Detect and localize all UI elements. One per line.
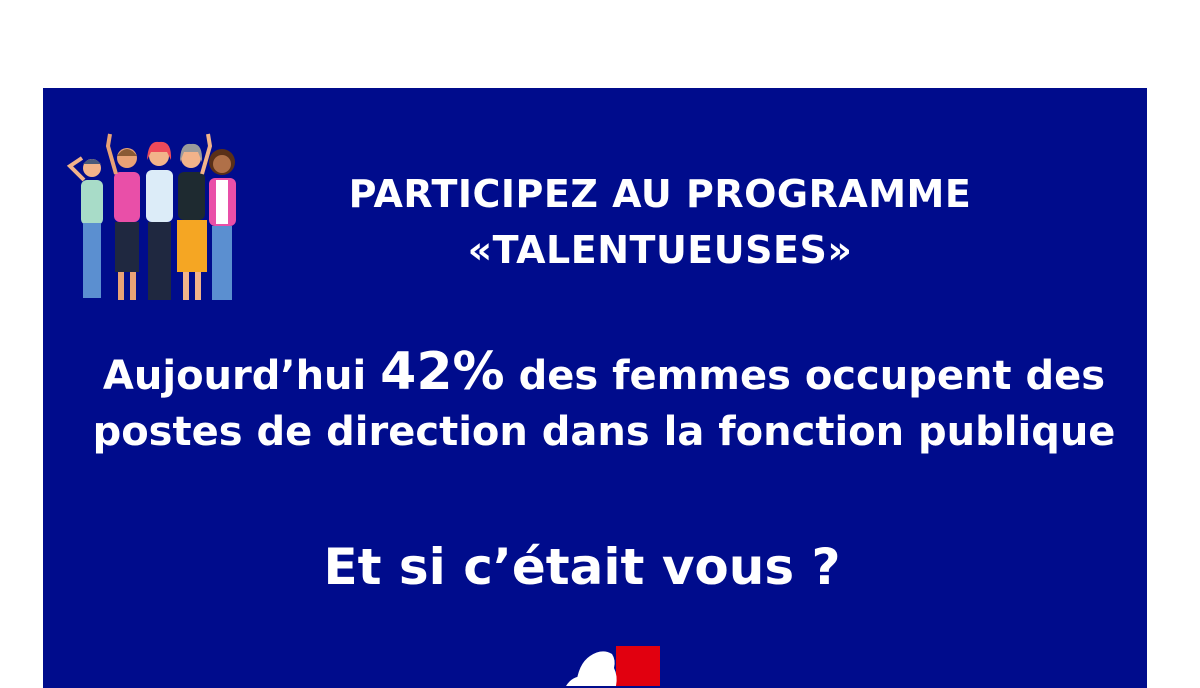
woman-5 xyxy=(209,149,236,300)
title-line-1: PARTICIPEZ AU PROGRAMME xyxy=(348,172,972,216)
woman-2 xyxy=(105,133,140,300)
woman-3 xyxy=(146,141,173,300)
stat-prefix: Aujourd’hui xyxy=(102,353,381,399)
stat-line-1: Aujourd’hui 42% des femmes occupent des xyxy=(4,344,1200,404)
woman-4 xyxy=(177,133,213,300)
statistic-text: Aujourd’hui 42% des femmes occupent des … xyxy=(4,344,1200,460)
marianne-logo xyxy=(532,646,660,686)
call-to-action: Et si c’était vous ? xyxy=(323,538,841,596)
woman-1 xyxy=(66,156,103,298)
stat-suffix: des femmes occupent des xyxy=(504,353,1106,399)
title-line-2: «TALENTUEUSES» xyxy=(467,228,853,272)
stat-value: 42% xyxy=(380,342,505,402)
stat-line-2: postes de direction dans la fonction pub… xyxy=(92,409,1116,455)
program-title: PARTICIPEZ AU PROGRAMME «TALENTUEUSES» xyxy=(60,166,1200,278)
women-group-illustration xyxy=(66,133,236,300)
